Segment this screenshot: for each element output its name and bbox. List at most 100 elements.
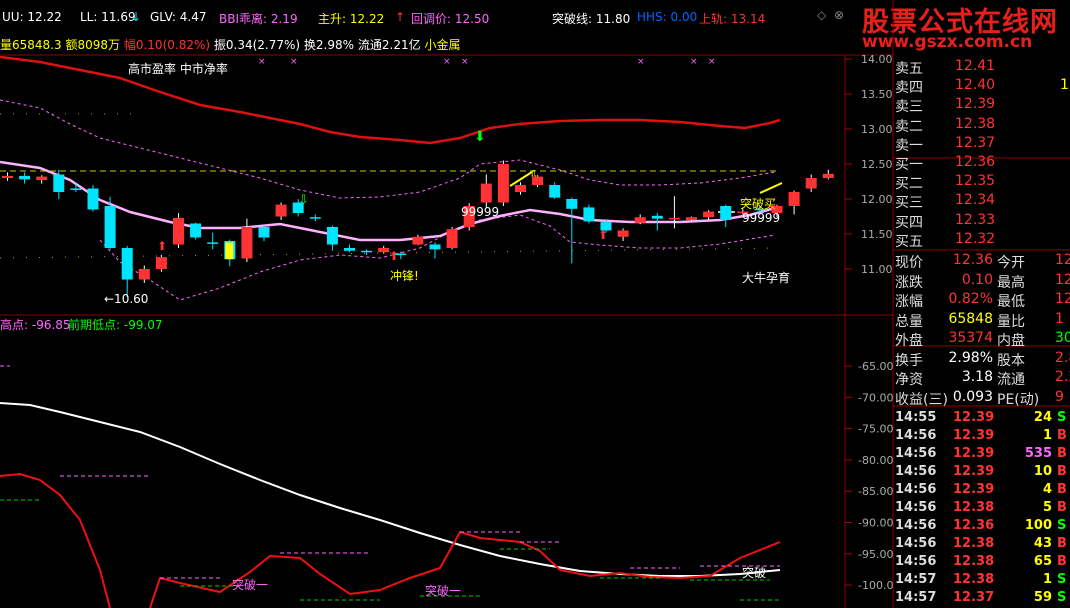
stats-value-2: 2.2 xyxy=(1055,369,1070,385)
orderbook-label: 卖四 xyxy=(895,80,923,97)
price-tick-label: 12.50 xyxy=(861,158,893,171)
candle-body xyxy=(378,248,390,253)
trade-volume: 10 xyxy=(1033,464,1052,479)
hollow-arrow-icon: ⇩ xyxy=(529,168,538,181)
trade-price: 12.38 xyxy=(953,554,995,569)
orderbook-price: 12.41 xyxy=(955,58,996,74)
stats-label: 收益(三) xyxy=(895,391,948,408)
trade-time: 14:56 xyxy=(895,518,937,533)
trade-side: S xyxy=(1057,410,1067,425)
stats-label-2: 内盘 xyxy=(997,333,1025,349)
candle-body xyxy=(429,244,441,250)
candle-body xyxy=(720,206,732,220)
trade-row: 14:56 12.39 10 B xyxy=(895,464,1067,479)
trade-row: 14:57 12.38 1 S xyxy=(895,572,1066,587)
hhs-value: HHS: 0.00 xyxy=(637,10,698,24)
stats-value: 0.093 xyxy=(952,388,993,405)
candle-body xyxy=(104,206,116,248)
diamond-icon[interactable]: ◇ xyxy=(817,8,827,22)
orderbook-row: 卖五 12.41 xyxy=(895,58,995,78)
stats-row: 涨跌 0.10 最高 12 xyxy=(895,272,1070,292)
sub-indicator xyxy=(0,365,781,608)
trade-side: B xyxy=(1057,554,1067,569)
price-axis: 14.00 13.50 13.00 12.50 12.00 11.50 11.00 xyxy=(845,53,893,276)
stats-row: 涨幅 0.82% 最低 12 xyxy=(895,291,1070,311)
candle-body xyxy=(532,176,544,185)
red-sub-line-1 xyxy=(0,472,111,608)
price-tick-label: 13.00 xyxy=(861,123,893,136)
sector-info[interactable]: 小金属 xyxy=(424,38,461,52)
breakout-line-2 xyxy=(759,182,783,194)
orderbook-price: 12.38 xyxy=(955,115,996,132)
orderbook-price: 12.36 xyxy=(955,154,996,170)
trade-side: B xyxy=(1057,482,1067,497)
trade-price: 12.39 xyxy=(953,464,995,479)
tupo3-label: 突破 xyxy=(742,566,767,580)
price-tick-label: 13.50 xyxy=(861,88,893,101)
zhusheng-arrow-icon: ↑ xyxy=(395,10,406,24)
candle-body xyxy=(19,175,31,180)
trade-price: 12.39 xyxy=(953,428,995,443)
stats-label-2: 最高 xyxy=(997,274,1025,291)
red-arrow-icon: ⬆ xyxy=(598,228,608,242)
candle-body xyxy=(190,223,202,238)
stats-label-2: 股本 xyxy=(997,352,1025,369)
trade-volume: 1 xyxy=(1042,428,1052,443)
trade-row: 14:55 12.39 24 S xyxy=(895,410,1066,425)
candle-body xyxy=(668,217,680,220)
candle-body xyxy=(703,211,715,218)
trade-side: B xyxy=(1057,446,1067,461)
orderbook-label: 买三 xyxy=(895,195,923,212)
trade-time: 14:56 xyxy=(895,446,937,461)
orderbook-label: 买五 xyxy=(895,233,923,250)
ll-value: LL: 11.69 xyxy=(80,10,136,24)
candle-body xyxy=(121,248,133,280)
candle-body xyxy=(788,192,800,206)
turnover-info: 换2.98% xyxy=(303,38,355,52)
trade-side: S xyxy=(1057,518,1067,533)
stats-label: 外盘 xyxy=(895,333,923,349)
volume-info: 量65848.3 xyxy=(0,38,62,52)
highlight-candle xyxy=(225,242,234,260)
orderbook-price: 12.34 xyxy=(955,192,996,209)
stats-value: 65848 xyxy=(948,310,993,327)
trade-price: 12.39 xyxy=(953,446,995,461)
glv-value: GLV: 4.47 xyxy=(150,10,207,24)
candle-body xyxy=(361,250,373,253)
bull-label: 大牛孕育 xyxy=(742,271,791,285)
sub-tick-label: -70.00 xyxy=(858,391,893,404)
trade-row: 14:56 12.39 1 B xyxy=(895,428,1067,443)
trade-price: 12.39 xyxy=(953,410,995,425)
price-tick-label: 14.00 xyxy=(861,53,893,66)
trade-side: S xyxy=(1057,572,1067,587)
candle-body xyxy=(634,217,646,223)
orderbook-row: 买四 12.33 xyxy=(895,212,995,232)
orderbook-price: 12.33 xyxy=(955,211,996,228)
stats-label: 涨幅 xyxy=(895,294,923,310)
trade-price: 12.38 xyxy=(953,500,995,515)
orderbook-label: 买四 xyxy=(895,214,923,231)
pe-label: 高市盈率 中市净率 xyxy=(128,62,228,76)
top-x-marker: × xyxy=(290,57,298,67)
candle-body xyxy=(737,211,749,214)
trade-volume: 59 xyxy=(1033,590,1052,605)
trade-volume: 535 xyxy=(1024,446,1052,461)
price-tick-label: 11.00 xyxy=(861,263,893,276)
candle-body xyxy=(822,173,834,178)
orderbook-label: 卖一 xyxy=(895,137,923,154)
stats-label-2: 量比 xyxy=(997,313,1025,330)
candle-body xyxy=(583,207,595,222)
trade-row: 14:56 12.38 43 B xyxy=(895,536,1067,551)
close-icon[interactable]: ⊗ xyxy=(834,8,845,22)
candle-body xyxy=(70,188,82,190)
tupo2-label: 突破一 xyxy=(425,584,462,598)
stats-label-2: 流通 xyxy=(997,372,1025,388)
candle-body xyxy=(173,217,184,245)
tupo-buy-label: 突破买 xyxy=(740,197,777,211)
trade-row: 14:56 12.36 100 S xyxy=(895,518,1066,533)
candle-body xyxy=(515,185,526,192)
lower-dashed-band xyxy=(99,214,776,301)
trade-row: 14:56 12.39 4 B xyxy=(895,482,1067,497)
orderbook-price: 12.32 xyxy=(955,230,996,247)
